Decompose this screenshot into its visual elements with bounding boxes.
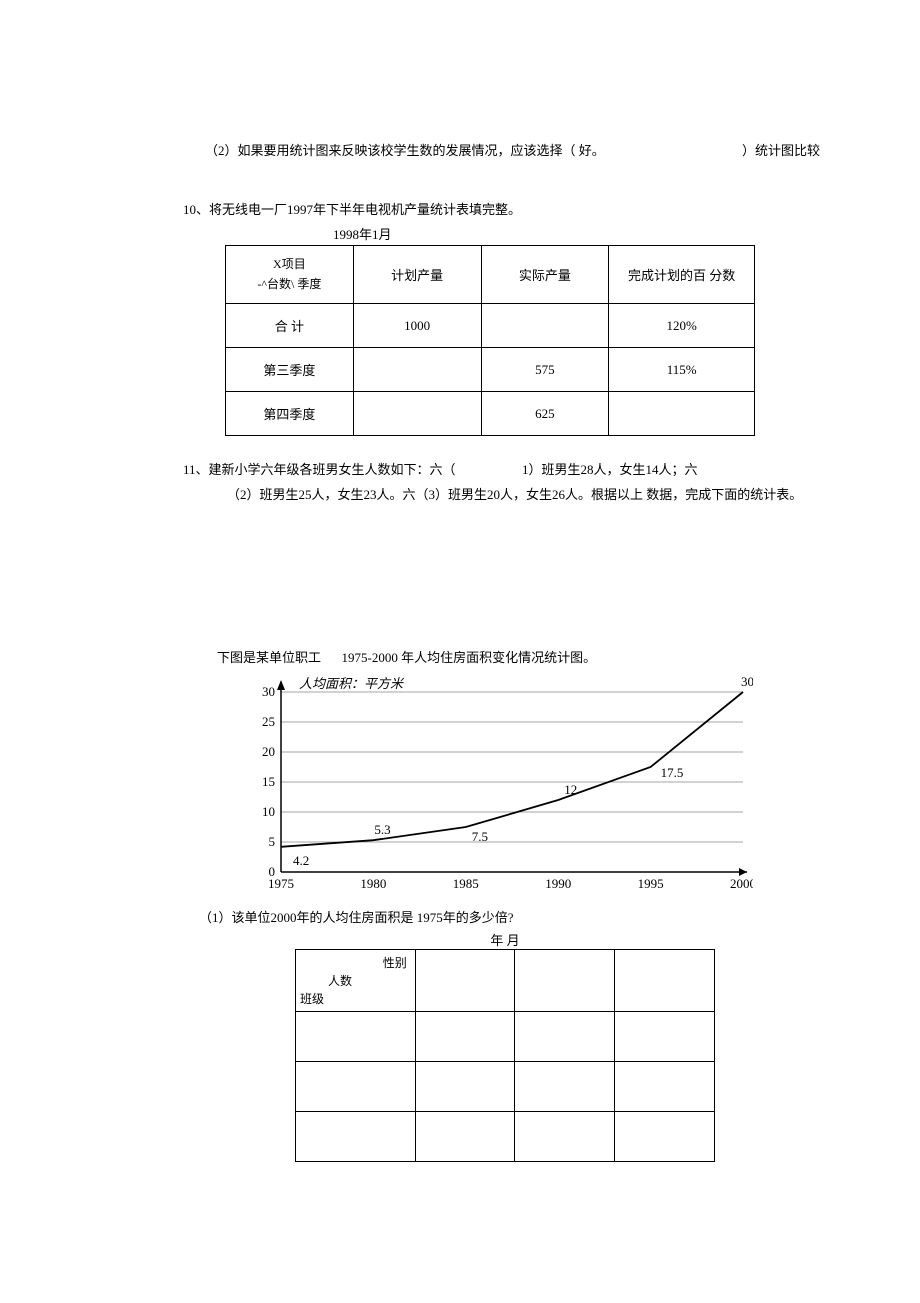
svg-text:1995: 1995 [638,876,664,891]
table-row [296,1112,715,1162]
q11-l1a: 11、建新小学六年级各班男女生人数如下：六（ [183,462,456,477]
svg-text:1985: 1985 [453,876,479,891]
q10-header-1: 计划产量 [353,246,481,304]
q12-header-0: 性别 人数 班级 [296,950,416,1012]
cell-plan: 1000 [353,304,481,348]
cell-pct: 120% [609,304,755,348]
cell-actual [481,304,609,348]
svg-text:7.5: 7.5 [472,829,488,844]
svg-text:17.5: 17.5 [661,765,684,780]
q12-header-3 [615,950,715,1012]
table-row: 合 计 1000 120% [226,304,755,348]
q2-text: （2）如果要用统计图来反映该校学生数的发展情况，应该选择（ 好。 [205,143,605,158]
svg-text:5.3: 5.3 [374,823,390,838]
question-10-title: 10、将无线电一厂1997年下半年电视机产量统计表填完整。 [183,199,840,218]
svg-text:15: 15 [262,774,275,789]
cell-actual: 625 [481,392,609,436]
svg-text:30: 30 [262,684,275,699]
cell-label: 合 计 [226,304,354,348]
q11-l1b: 1）班男生28人，女生14人；六 [522,462,698,477]
q10-header-2: 实际产量 [481,246,609,304]
svg-text:12: 12 [564,782,577,797]
cell-plan [353,392,481,436]
svg-text:4.2: 4.2 [293,853,309,868]
q10-date: 1998年1月 [205,224,840,243]
table-row: 性别 人数 班级 [296,950,715,1012]
question-11: 11、建新小学六年级各班男女生人数如下：六（ 1）班男生28人，女生14人；六 … [183,458,840,507]
table-row: 第三季度 575 115% [226,348,755,392]
housing-area-chart: 051015202530197519801985199019952000人均面积… [233,672,753,897]
cell-pct [609,392,755,436]
svg-text:1980: 1980 [360,876,386,891]
svg-text:5: 5 [269,834,276,849]
question-2: （2）如果要用统计图来反映该校学生数的发展情况，应该选择（ 好。 ）统计图比较 [205,140,840,159]
q11-l2: （2）班男生25人，女生23人。六（3）班男生20人，女生26人。根据以上 数据… [183,483,840,508]
q2-text-right: ）统计图比较 [742,140,820,159]
q12-header-1 [415,950,515,1012]
svg-text:30: 30 [741,674,753,689]
q12-date: 年 月 [295,930,715,949]
svg-text:20: 20 [262,744,275,759]
table-row: 第四季度 625 [226,392,755,436]
table-row [296,1062,715,1112]
q10-header-0: X项目 -^台数\ 季度 [226,246,354,304]
cell-label: 第三季度 [226,348,354,392]
table-q12: 性别 人数 班级 [295,949,715,1162]
cell-actual: 575 [481,348,609,392]
q10-header-3: 完成计划的百 分数 [609,246,755,304]
cell-label: 第四季度 [226,392,354,436]
cell-plan [353,348,481,392]
table-row: X项目 -^台数\ 季度 计划产量 实际产量 完成计划的百 分数 [226,246,755,304]
svg-text:10: 10 [262,804,275,819]
question-12-sub1: （1）该单位2000年的人均住房面积是 1975年的多少倍? [199,907,840,926]
svg-text:人均面积：平方米: 人均面积：平方米 [299,676,405,691]
cell-pct: 115% [609,348,755,392]
svg-text:2000: 2000 [730,876,753,891]
svg-text:1990: 1990 [545,876,571,891]
svg-text:25: 25 [262,714,275,729]
table-row [296,1012,715,1062]
svg-text:1975: 1975 [268,876,294,891]
chart-title: 下图是某单位职工 1975-2000 年人均住房面积变化情况统计图。 [217,647,840,666]
table-q10: X项目 -^台数\ 季度 计划产量 实际产量 完成计划的百 分数 合 计 100… [225,245,755,436]
q12-header-2 [515,950,615,1012]
